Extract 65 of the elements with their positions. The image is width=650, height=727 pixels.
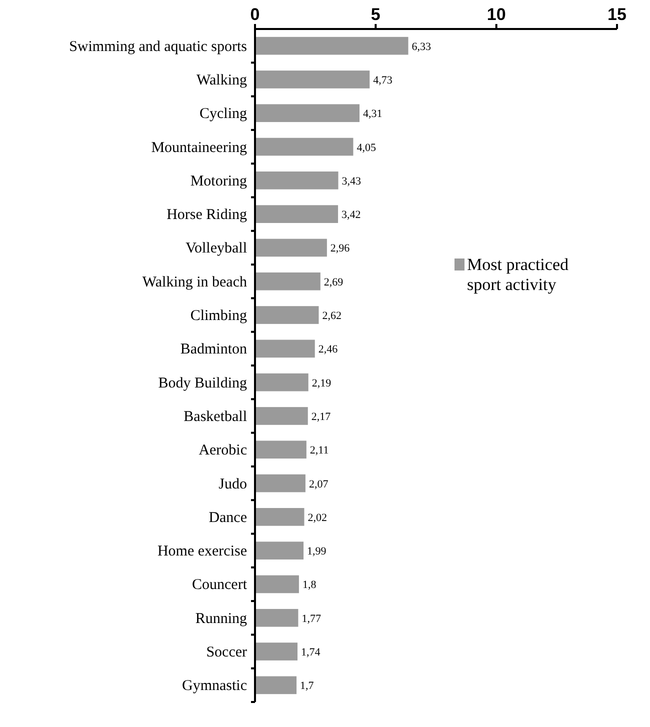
bar (254, 608, 298, 627)
y-tick-label: Soccer (206, 644, 248, 661)
y-tick-label: Dance (208, 510, 248, 526)
data-label: 2,17 (311, 410, 332, 423)
y-tick-label: Cycling (200, 106, 248, 122)
data-label: 1,99 (307, 546, 327, 558)
data-label: 4,31 (363, 108, 382, 120)
bar (254, 642, 298, 660)
data-label: 2,62 (322, 310, 342, 322)
data-label: 2,96 (330, 242, 350, 255)
bar (254, 373, 308, 392)
bar (254, 238, 327, 257)
bar (254, 575, 299, 594)
bar (254, 104, 360, 122)
y-tick-label: Horse Riding (166, 207, 248, 224)
data-label: 1,74 (300, 646, 321, 659)
data-label: 2,02 (308, 512, 327, 524)
bar (254, 272, 320, 290)
y-tick-label: Body Building (158, 375, 248, 392)
bar (254, 138, 354, 156)
bar (254, 306, 319, 324)
data-label: 4,05 (356, 142, 376, 154)
y-tick-label: Walking in beach (142, 274, 248, 290)
y-tick-label: Judo (218, 476, 247, 492)
legend-label: Most practiced sport activity (467, 255, 569, 294)
bar (254, 508, 304, 526)
y-tick-label: Climbing (190, 308, 248, 324)
bar (254, 70, 370, 88)
y-tick-label: Aerobic (198, 442, 248, 459)
y-tick-label: Mountaineering (151, 140, 248, 156)
y-tick-label: Home exercise (157, 544, 248, 560)
x-tick-label: 5 (370, 5, 380, 24)
y-tick-label: Gymnastic (182, 678, 248, 694)
bar (254, 172, 338, 190)
bar (254, 340, 315, 358)
bar (254, 676, 297, 694)
bar (254, 36, 408, 55)
bar (254, 205, 338, 223)
data-label: 1,7 (300, 680, 314, 692)
data-label: 2,19 (312, 377, 332, 390)
data-label: 6,33 (412, 40, 432, 53)
data-label: 2,11 (310, 444, 329, 457)
y-tick-label: Motoring (190, 173, 248, 190)
y-tick-label: Badminton (180, 342, 248, 358)
data-label: 4,73 (373, 74, 393, 86)
y-tick-label: Swimming and aquatic sports (69, 38, 248, 55)
data-label: 2,07 (308, 478, 329, 490)
y-tick-label: Running (195, 610, 248, 627)
x-tick-label: 0 (250, 5, 260, 24)
bar (254, 542, 304, 560)
x-tick-label: 15 (608, 5, 626, 24)
y-tick-label: Councert (192, 577, 248, 594)
data-label: 2,46 (318, 344, 338, 356)
data-label: 1,77 (302, 612, 322, 625)
bar (254, 440, 306, 459)
x-tick-label: 10 (486, 5, 506, 24)
bar (254, 474, 306, 492)
data-label: 3,43 (342, 175, 362, 188)
data-label: 3,42 (342, 209, 361, 222)
y-tick-label: Basketball (184, 408, 247, 425)
data-label: 1,8 (302, 579, 317, 592)
y-tick-label: Volleyball (186, 240, 247, 257)
y-tick-label: Walking (196, 72, 248, 88)
bar (254, 407, 308, 425)
data-label: 2,69 (324, 276, 344, 288)
